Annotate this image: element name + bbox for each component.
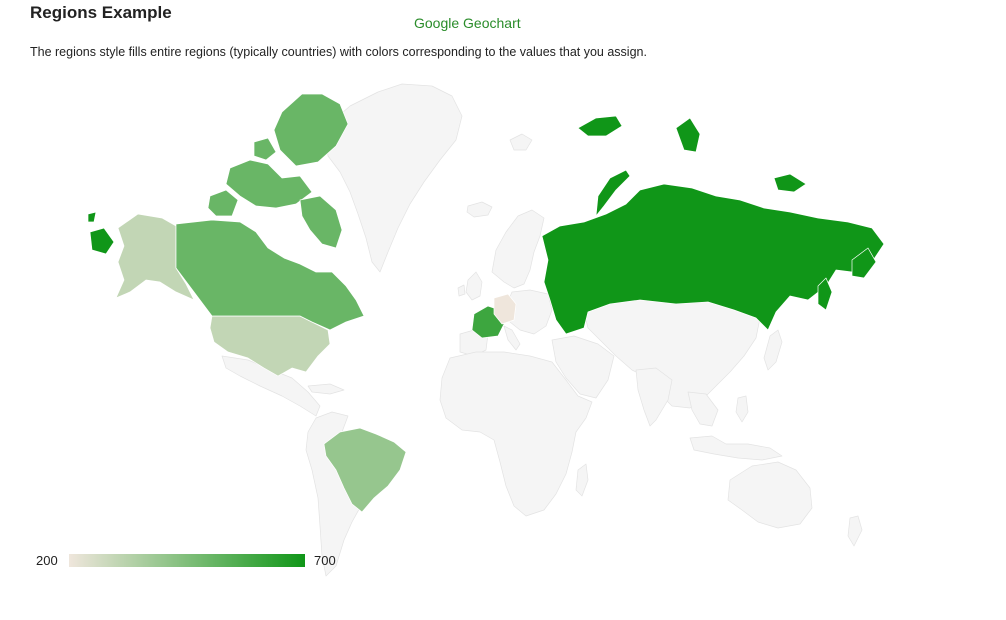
geochart-link[interactable]: Google Geochart [414,15,521,31]
region-caribbean[interactable] [307,383,345,395]
region-kamchatka[interactable] [851,247,877,279]
region-chukotka-tip[interactable] [87,211,97,223]
region-new-siberian[interactable] [773,173,807,193]
region-canada-arctic-4[interactable] [253,137,277,161]
region-chukotka[interactable] [89,227,115,255]
region-canada[interactable] [175,219,365,331]
region-greenland[interactable] [325,83,463,273]
region-scandinavia[interactable] [491,209,545,289]
region-indonesia[interactable] [689,435,783,461]
region-novaya-zemlya[interactable] [595,169,631,217]
region-italy[interactable] [503,325,521,351]
region-ireland[interactable] [457,284,466,297]
region-philippines[interactable] [735,395,749,423]
data-regions [87,93,885,513]
region-brazil[interactable] [323,427,407,513]
region-germany[interactable] [493,293,517,325]
region-baffin[interactable] [299,195,343,249]
region-russia[interactable] [541,183,885,335]
region-iceland[interactable] [466,201,493,218]
region-australia[interactable] [727,461,813,529]
region-severnaya-zemlya[interactable] [675,117,701,153]
region-africa[interactable] [439,351,593,517]
region-franz-josef[interactable] [577,115,623,137]
no-data-regions [221,83,863,577]
region-middle-east[interactable] [551,335,615,399]
color-legend: 200 700 [30,552,350,570]
region-sakhalin[interactable] [817,277,833,311]
page-title: Regions Example [30,3,172,22]
region-alaska[interactable] [115,213,195,301]
region-uk[interactable] [465,271,483,301]
region-madagascar[interactable] [575,463,589,497]
region-japan[interactable] [763,329,783,371]
description-text: The regions style fills entire regions (… [30,45,647,59]
region-canada-arctic[interactable] [273,93,349,167]
region-se-asia[interactable] [687,391,719,427]
region-canada-arctic-3[interactable] [207,189,239,217]
legend-min-label: 200 [36,553,58,568]
legend-max-label: 700 [314,553,336,568]
region-new-zealand[interactable] [847,515,863,547]
region-canada-arctic-2[interactable] [225,159,313,209]
region-india[interactable] [635,367,673,427]
region-svalbard[interactable] [509,133,533,151]
legend-gradient-bar [69,554,305,567]
